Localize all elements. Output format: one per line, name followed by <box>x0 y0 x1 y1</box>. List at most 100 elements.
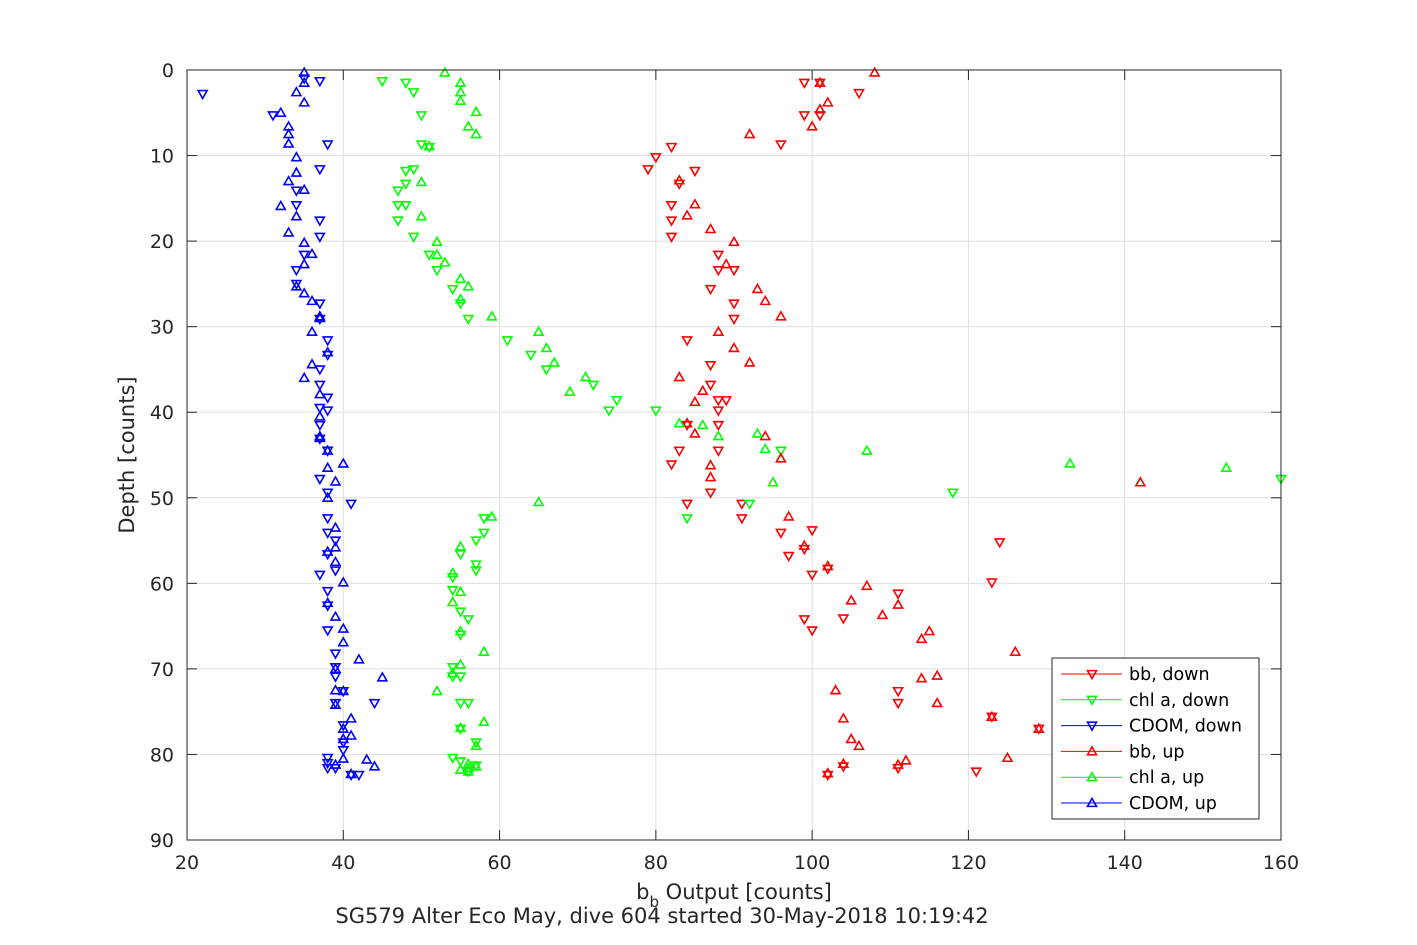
cdom-down-point <box>321 753 334 764</box>
bb-down-point <box>712 266 725 277</box>
chl-a-up-point <box>454 540 467 551</box>
bb-down-point <box>798 111 811 122</box>
legend-marker-chl-a-down <box>1086 695 1098 706</box>
bb-down-point <box>704 284 717 296</box>
series-chl-a-up <box>415 66 1233 776</box>
x-tick-label: 80 <box>644 852 668 874</box>
chl-a-up-point <box>438 256 451 267</box>
legend-label-chl-a-up: chl a, up <box>1129 768 1204 788</box>
bb-down-point <box>728 266 740 277</box>
cdom-down-point <box>321 336 334 347</box>
chl-a-up-point <box>532 495 545 507</box>
cdom-down-point <box>313 474 326 486</box>
bb-up-point <box>923 625 936 636</box>
cdom-up-point <box>345 729 357 740</box>
bb-up-point <box>759 294 772 306</box>
x-tick-label: 140 <box>1107 852 1143 874</box>
cdom-up-point <box>345 712 357 723</box>
legend-label-bb-down: bb, down <box>1129 665 1210 685</box>
cdom-up-point <box>298 371 311 383</box>
bb-up-point <box>900 754 912 765</box>
series-cdom-up <box>274 66 389 779</box>
chl-a-down-point <box>454 757 467 768</box>
bb-up-point <box>837 712 850 723</box>
bb-down-point <box>775 140 787 151</box>
chl-a-down-point <box>681 514 693 525</box>
cdom-up-point <box>290 151 303 162</box>
bb-up-point <box>728 235 740 247</box>
bb-down-point <box>642 165 654 176</box>
cdom-down-point <box>329 566 342 577</box>
bb-up-point <box>853 739 865 751</box>
chl-a-up-point <box>548 356 561 367</box>
chl-a-down-point <box>587 380 600 391</box>
bb-down-point <box>712 396 725 407</box>
cdom-down-point <box>313 365 326 376</box>
bb-up-point <box>775 452 787 463</box>
cdom-up-point <box>274 199 287 211</box>
cdom-up-point <box>321 444 334 455</box>
cdom-down-point <box>313 76 326 88</box>
bb-up-point <box>1001 751 1014 763</box>
bb-up-point <box>915 632 928 644</box>
x-tick-label: 100 <box>794 852 830 874</box>
chl-a-up-point <box>462 765 475 776</box>
chl-a-down-point <box>462 615 475 626</box>
legend-label-chl-a-down: chl a, down <box>1129 691 1229 711</box>
y-tick-label: 70 <box>150 659 174 681</box>
bb-down-point <box>892 589 904 600</box>
chl-a-down-point <box>423 250 436 261</box>
y-tick-label: 40 <box>150 402 174 424</box>
bb-down-point <box>782 551 795 563</box>
bb-down-point <box>806 626 819 637</box>
chl-a-up-point <box>454 721 467 733</box>
cdom-up-point <box>353 653 365 664</box>
cdom-down-point <box>345 770 357 782</box>
chl-a-down-point <box>603 406 615 417</box>
cdom-down-point <box>329 649 342 660</box>
cdom-down-point <box>337 721 350 732</box>
y-tick-label: 0 <box>162 60 174 82</box>
data-marks <box>196 66 1287 782</box>
bb-down-point <box>704 488 717 499</box>
chl-a-up-point <box>454 293 467 304</box>
chl-a-down-point <box>478 528 490 539</box>
bb-up-point <box>931 696 944 708</box>
y-tick-label: 80 <box>150 744 174 766</box>
bb-up-point <box>985 710 998 721</box>
bb-up-point <box>931 669 944 680</box>
bb-up-point <box>673 174 686 185</box>
chl-a-down-point <box>454 299 467 310</box>
bb-up-point <box>892 758 904 769</box>
chl-a-up-point <box>540 341 553 353</box>
x-tick-label: 20 <box>175 852 199 874</box>
bb-up-point <box>743 128 756 139</box>
chl-a-up-point <box>454 625 467 636</box>
chl-a-up-point <box>673 417 686 428</box>
chl-a-down-point <box>446 663 459 674</box>
chl-a-down-point <box>649 406 662 417</box>
plot-frame <box>186 69 1282 841</box>
chl-a-up-point <box>860 444 873 455</box>
cdom-down-point <box>267 111 279 122</box>
cdom-down-point <box>313 232 326 243</box>
chl-a-up-point <box>485 510 498 521</box>
bb-down-point <box>728 314 740 326</box>
bb-up-point <box>681 417 693 428</box>
cdom-down-point <box>313 165 326 176</box>
chl-a-up-point <box>1064 457 1076 468</box>
cdom-up-point <box>282 137 295 148</box>
bb-down-point <box>798 78 811 89</box>
cdom-up-point <box>329 684 342 695</box>
cdom-up-point <box>274 106 287 117</box>
chl-a-down-point <box>454 724 467 735</box>
chl-a-down-point <box>610 396 623 407</box>
bb-up-point <box>704 459 717 470</box>
chl-a-down-point <box>399 201 412 212</box>
bb-up-point <box>751 282 764 294</box>
x-axis-label: bb Output [counts] <box>636 880 832 911</box>
chl-a-up-point <box>454 585 467 597</box>
cdom-up-point <box>368 760 381 771</box>
bb-up-point <box>821 560 834 571</box>
